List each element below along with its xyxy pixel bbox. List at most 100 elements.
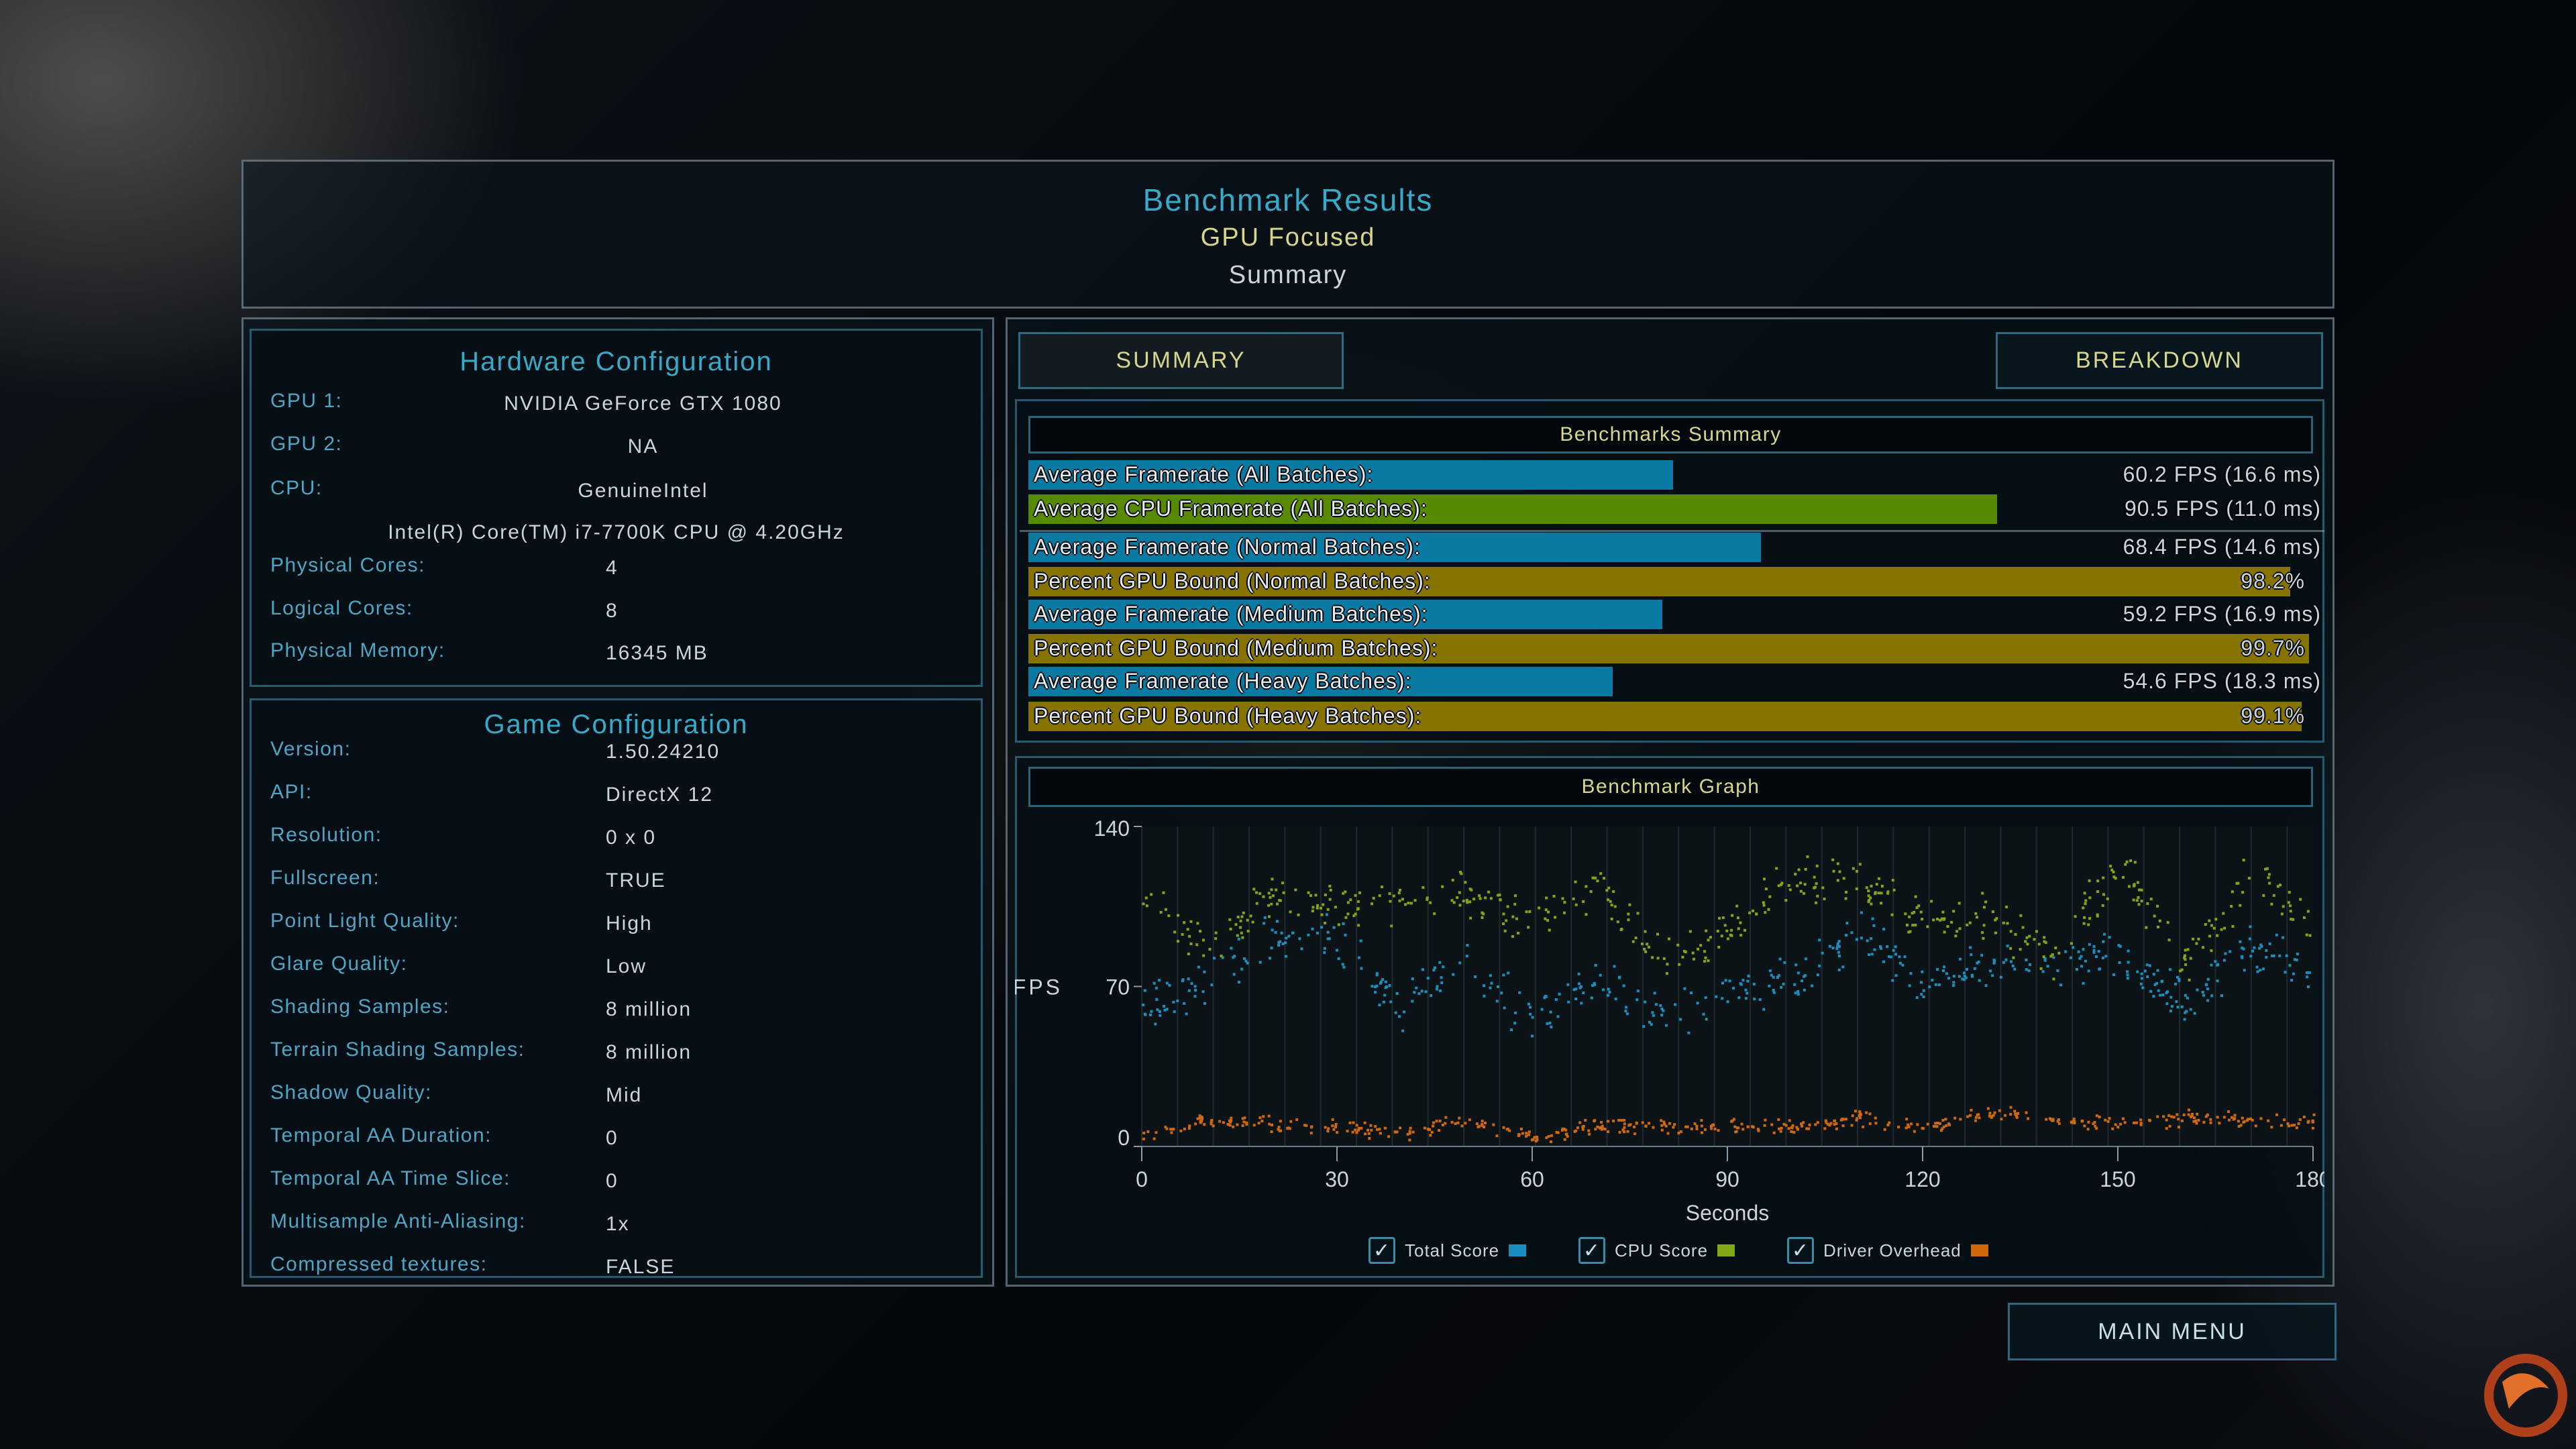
data-point-cpu-score <box>1865 886 1868 890</box>
data-point-driver-overhead <box>1560 1128 1564 1132</box>
data-point-driver-overhead <box>1710 1124 1713 1128</box>
data-point-total-score <box>1375 972 1379 975</box>
data-point-cpu-score <box>1662 957 1666 960</box>
data-point-total-score <box>2222 959 2226 962</box>
data-point-total-score <box>1201 990 1205 994</box>
data-point-cpu-score <box>2121 875 2125 879</box>
data-point-cpu-score <box>2230 905 2233 908</box>
legend-checkbox[interactable]: ✓ <box>1787 1237 1814 1264</box>
data-point-driver-overhead <box>1326 1130 1330 1133</box>
data-point-total-score <box>2285 954 2288 957</box>
data-point-total-score <box>1961 977 1964 981</box>
config-label: Terrain Shading Samples: <box>270 1038 525 1061</box>
data-point-total-score <box>1531 1034 1534 1038</box>
data-point-driver-overhead <box>1944 1118 1947 1121</box>
data-point-total-score <box>1746 991 1749 995</box>
data-point-cpu-score <box>1470 888 1473 892</box>
data-point-driver-overhead <box>1432 1124 1435 1128</box>
data-point-cpu-score <box>2188 978 2191 981</box>
data-point-driver-overhead <box>2106 1120 2110 1123</box>
data-point-driver-overhead <box>1594 1128 1597 1131</box>
tab-breakdown[interactable]: BREAKDOWN <box>1996 332 2323 389</box>
data-point-cpu-score <box>2025 936 2029 939</box>
data-point-cpu-score <box>1236 915 1240 918</box>
data-point-cpu-score <box>1591 876 1595 879</box>
data-point-cpu-score <box>1258 892 1262 896</box>
data-point-driver-overhead <box>1904 1126 1908 1130</box>
data-point-total-score <box>2178 977 2181 981</box>
data-point-driver-overhead <box>1802 1121 1805 1124</box>
data-point-driver-overhead <box>2298 1118 2302 1121</box>
tab-summary[interactable]: SUMMARY <box>1018 332 1344 389</box>
data-point-cpu-score <box>2241 891 2245 894</box>
watermark-logo-icon <box>2484 1354 2567 1437</box>
data-point-total-score <box>2059 983 2063 987</box>
data-point-driver-overhead <box>1780 1126 1783 1130</box>
data-point-driver-overhead <box>1179 1129 1183 1132</box>
data-point-total-score <box>1544 994 1547 998</box>
data-point-cpu-score <box>1409 902 1413 905</box>
data-point-total-score <box>2155 981 2159 985</box>
data-point-cpu-score <box>1189 942 1193 945</box>
data-point-driver-overhead <box>1188 1124 1191 1128</box>
data-point-total-score <box>1837 954 1841 957</box>
data-point-total-score <box>1674 1003 1677 1006</box>
data-point-total-score <box>2169 1010 2172 1013</box>
data-point-total-score <box>1155 998 1159 1001</box>
data-point-driver-overhead <box>1230 1116 1233 1120</box>
data-point-driver-overhead <box>1199 1116 1202 1120</box>
data-point-driver-overhead <box>2000 1118 2003 1121</box>
data-point-cpu-score <box>1511 915 1515 918</box>
data-point-cpu-score <box>1307 891 1310 894</box>
data-point-driver-overhead <box>1332 1128 1336 1131</box>
data-point-cpu-score <box>1794 873 1797 876</box>
data-point-driver-overhead <box>1601 1126 1604 1130</box>
data-point-cpu-score <box>2033 938 2036 941</box>
data-point-cpu-score <box>1358 891 1361 894</box>
data-point-total-score <box>2284 971 2287 974</box>
legend-checkbox[interactable]: ✓ <box>1368 1237 1395 1264</box>
data-point-driver-overhead <box>1367 1132 1371 1135</box>
data-point-total-score <box>1311 927 1314 930</box>
data-point-driver-overhead <box>1959 1118 1962 1121</box>
data-point-driver-overhead <box>2176 1113 2179 1116</box>
data-point-total-score <box>2206 977 2210 981</box>
data-point-cpu-score <box>1372 896 1375 900</box>
legend-checkbox[interactable]: ✓ <box>1578 1237 1605 1264</box>
data-point-total-score <box>1607 987 1610 991</box>
data-point-total-score <box>1952 981 1955 984</box>
data-point-driver-overhead <box>2168 1124 2171 1128</box>
data-point-total-score <box>1323 951 1326 954</box>
view-name: Summary <box>1228 261 1348 289</box>
config-label: GPU 2: <box>270 433 343 455</box>
data-point-total-score <box>1801 979 1804 983</box>
data-point-driver-overhead <box>2083 1124 2086 1128</box>
data-point-cpu-score <box>1407 902 1410 905</box>
data-point-driver-overhead <box>2080 1120 2084 1123</box>
data-point-driver-overhead <box>1566 1135 1569 1138</box>
data-point-total-score <box>1660 1007 1664 1010</box>
data-point-cpu-score <box>1803 883 1807 886</box>
data-point-cpu-score <box>2268 881 2271 885</box>
data-point-total-score <box>1270 947 1273 950</box>
summary-bar-row: Percent GPU Bound (Medium Batches): 99.7% <box>1028 634 2313 663</box>
data-point-total-score <box>2084 959 2087 963</box>
data-point-cpu-score <box>1320 913 1324 916</box>
data-point-driver-overhead <box>1210 1119 1214 1122</box>
data-point-total-score <box>1142 1003 1145 1006</box>
data-point-total-score <box>1578 986 1582 989</box>
data-point-driver-overhead <box>1868 1112 1872 1116</box>
data-point-total-score <box>1554 998 1558 1002</box>
data-point-total-score <box>2092 951 2096 954</box>
data-point-total-score <box>1726 1000 1729 1004</box>
data-point-total-score <box>2108 936 2111 939</box>
data-point-cpu-score <box>1627 912 1630 916</box>
data-point-cpu-score <box>1995 917 1998 920</box>
data-point-cpu-score <box>1815 901 1818 904</box>
data-point-cpu-score <box>1316 904 1320 907</box>
data-point-driver-overhead <box>1603 1127 1607 1130</box>
data-point-driver-overhead <box>2017 1112 2020 1115</box>
data-point-cpu-score <box>2140 900 2143 903</box>
data-point-driver-overhead <box>1142 1131 1146 1134</box>
main-menu-button[interactable]: MAIN MENU <box>2008 1303 2337 1360</box>
